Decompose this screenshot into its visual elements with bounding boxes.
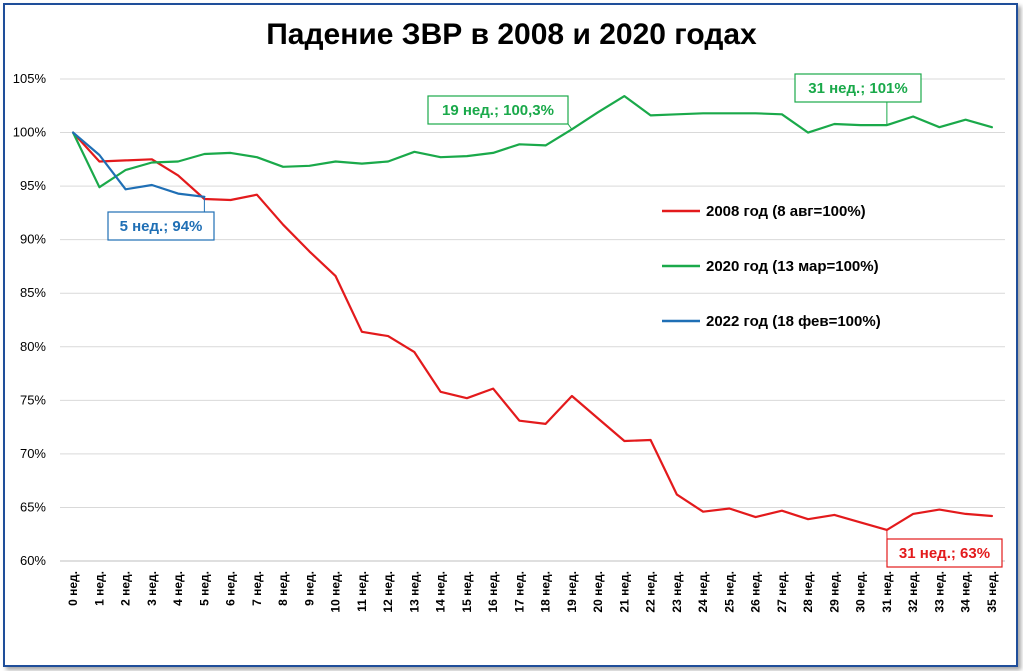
x-tick-label: 29 нед. <box>827 571 841 613</box>
annotation-label: 31 нед.; 63% <box>899 545 990 562</box>
y-tick-label: 80% <box>20 339 46 354</box>
annotations: 5 нед.; 94% 19 нед.; 100,3% 31 нед.; 101% 3… <box>107 73 1003 568</box>
annotation-leader <box>567 123 573 130</box>
x-tick-label: 21 нед. <box>617 571 631 613</box>
x-tick-label: 4 нед. <box>171 571 185 606</box>
x-tick-label: 16 нед. <box>486 571 500 613</box>
x-tick-label: 27 нед. <box>775 571 789 613</box>
x-tick-label: 20 нед. <box>591 571 605 613</box>
x-tick-label: 17 нед. <box>512 571 526 613</box>
x-axis-ticks: 0 нед. 1 нед. 2 нед. 3 нед. 4 нед. 5 нед. 6 не… <box>66 571 999 613</box>
y-tick-label: 70% <box>20 446 46 461</box>
annotation-box <box>427 95 569 125</box>
x-tick-label: 10 нед. <box>329 571 343 613</box>
x-tick-label: 12 нед. <box>381 571 395 613</box>
x-tick-label: 32 нед. <box>906 571 920 613</box>
x-tick-label: 23 нед. <box>670 571 684 613</box>
y-tick-label: 65% <box>20 499 46 514</box>
grid-lines <box>60 78 1005 562</box>
series-line-2 <box>71 131 206 198</box>
y-axis-ticks: 60% 65% 70% 75% 80% 85% 90% 95% 100% 105% <box>13 71 47 568</box>
x-tick-label: 24 нед. <box>696 571 710 613</box>
series-line-0 <box>71 131 994 532</box>
y-tick-label: 60% <box>20 553 46 568</box>
x-tick-label: 25 нед. <box>722 571 736 613</box>
x-tick-label: 1 нед. <box>92 571 106 606</box>
x-tick-label: 0 нед. <box>66 571 80 606</box>
chart-title: Падение ЗВР в 2008 и 2020 годах <box>266 18 757 51</box>
annotation-box <box>107 211 215 241</box>
legend-label: 2022 год (18 фев=100%) <box>706 313 881 330</box>
annotation-box <box>886 538 1003 568</box>
y-tick-label: 90% <box>20 232 46 247</box>
x-tick-label: 5 нед. <box>197 571 211 606</box>
x-tick-label: 30 нед. <box>854 571 868 613</box>
x-tick-label: 19 нед. <box>565 571 579 613</box>
x-tick-label: 13 нед. <box>407 571 421 613</box>
legend-label: 2008 год (8 авг=100%) <box>706 203 866 220</box>
x-tick-label: 31 нед. <box>880 571 894 613</box>
x-tick-label: 26 нед. <box>749 571 763 613</box>
series-line-1 <box>71 94 994 189</box>
x-tick-label: 34 нед. <box>959 571 973 613</box>
x-tick-label: 28 нед. <box>801 571 815 613</box>
x-tick-label: 7 нед. <box>250 571 264 606</box>
annotation-label: 19 нед.; 100,3% <box>442 102 554 119</box>
legend-label: 2020 год (13 мар=100%) <box>706 258 879 275</box>
x-tick-label: 18 нед. <box>539 571 553 613</box>
y-tick-label: 95% <box>20 178 46 193</box>
x-tick-label: 6 нед. <box>224 571 238 606</box>
x-tick-label: 15 нед. <box>460 571 474 613</box>
y-tick-label: 105% <box>13 71 47 86</box>
x-tick-label: 2 нед. <box>119 571 133 606</box>
x-tick-label: 22 нед. <box>644 571 658 613</box>
x-tick-label: 35 нед. <box>985 571 999 613</box>
x-tick-label: 3 нед. <box>145 571 159 606</box>
annotation-label: 5 нед.; 94% <box>120 218 203 235</box>
y-tick-label: 100% <box>13 125 47 140</box>
y-tick-label: 85% <box>20 285 46 300</box>
series-lines <box>71 94 994 532</box>
annotation-label: 31 нед.; 101% <box>808 80 907 97</box>
annotation-box <box>794 73 922 103</box>
x-tick-label: 14 нед. <box>434 571 448 613</box>
legend: 2008 год (8 авг=100%) 2020 год (13 мар=10… <box>662 203 881 330</box>
x-tick-label: 9 нед. <box>302 571 316 606</box>
x-tick-label: 8 нед. <box>276 571 290 606</box>
x-tick-label: 33 нед. <box>932 571 946 613</box>
x-tick-label: 11 нед. <box>355 571 369 612</box>
y-tick-label: 75% <box>20 392 46 407</box>
